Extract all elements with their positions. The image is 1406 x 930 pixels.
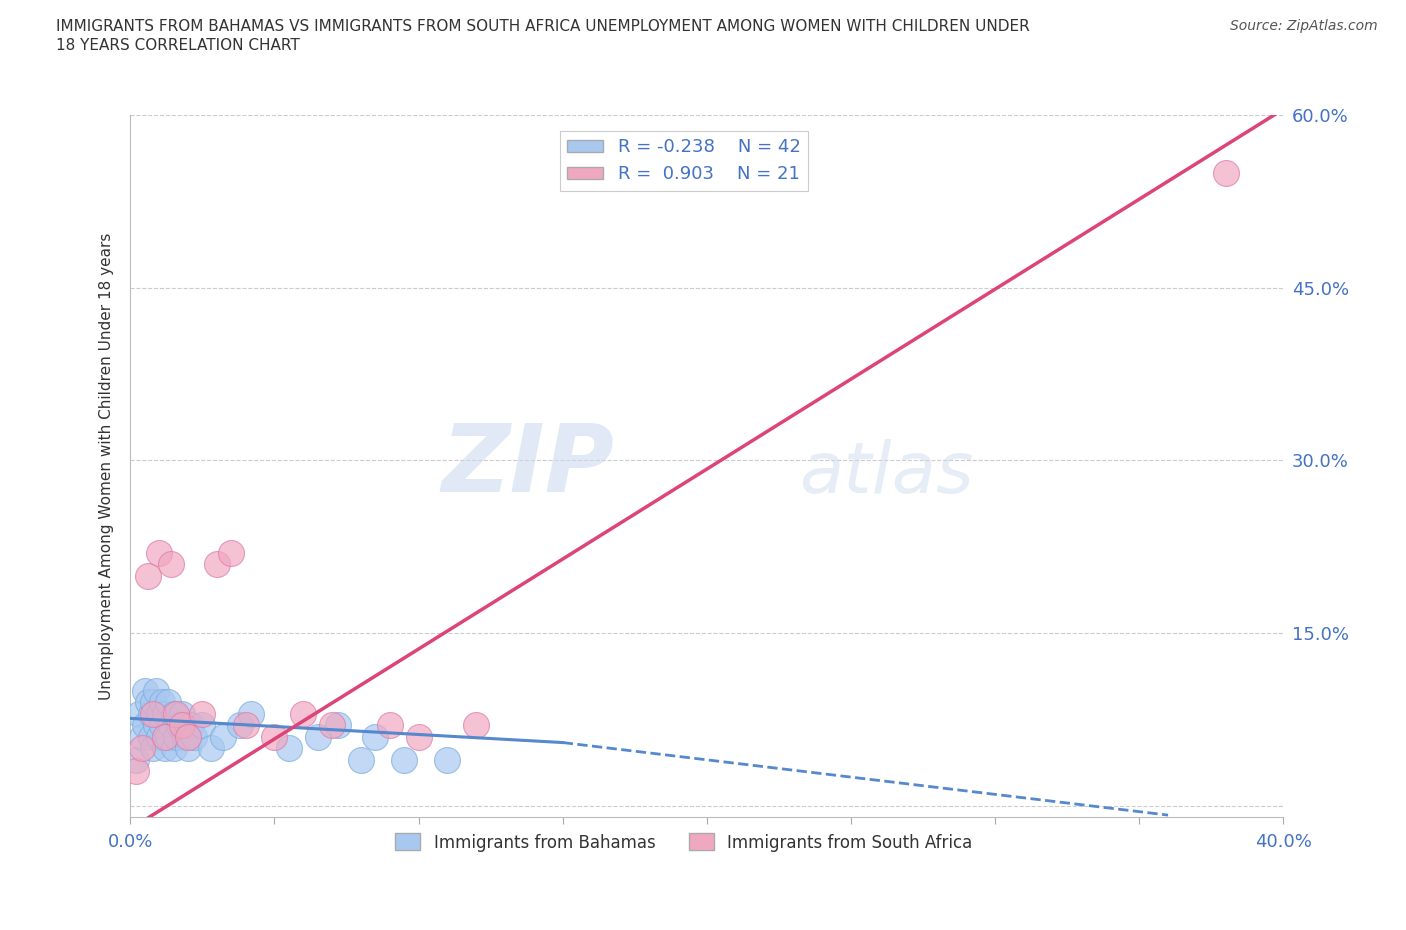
Point [378, 718, 401, 733]
Point [292, 706, 315, 721]
Point [350, 752, 373, 767]
Point [162, 741, 184, 756]
Point [159, 718, 181, 733]
Point [156, 695, 179, 710]
Point [364, 729, 387, 744]
Point [148, 729, 170, 744]
Point [139, 706, 162, 721]
Point [219, 545, 242, 560]
Point [159, 557, 181, 572]
Point [162, 706, 184, 721]
Point [125, 752, 148, 767]
Point [277, 741, 299, 756]
Point [180, 718, 202, 733]
Point [321, 718, 343, 733]
Point [408, 729, 430, 744]
Point [200, 741, 222, 756]
Point [153, 741, 176, 756]
Point [125, 764, 148, 778]
Text: IMMIGRANTS FROM BAHAMAS VS IMMIGRANTS FROM SOUTH AFRICA UNEMPLOYMENT AMONG WOMEN: IMMIGRANTS FROM BAHAMAS VS IMMIGRANTS FR… [56, 19, 1031, 53]
Point [153, 706, 176, 721]
Point [211, 729, 233, 744]
Legend: Immigrants from Bahamas, Immigrants from South Africa: Immigrants from Bahamas, Immigrants from… [388, 827, 979, 858]
Point [392, 752, 415, 767]
Point [1215, 166, 1237, 180]
Point [229, 718, 252, 733]
Point [191, 706, 214, 721]
Point [235, 718, 257, 733]
Point [169, 718, 191, 733]
Point [136, 695, 159, 710]
Point [166, 706, 188, 721]
Point [131, 741, 153, 756]
Point [436, 752, 458, 767]
Point [142, 741, 165, 756]
Y-axis label: Unemployment Among Women with Children Under 18 years: Unemployment Among Women with Children U… [100, 232, 114, 700]
Point [326, 718, 349, 733]
Point [465, 718, 488, 733]
Point [191, 718, 214, 733]
Point [131, 729, 153, 744]
Text: atlas: atlas [799, 439, 974, 508]
Point [150, 718, 173, 733]
Point [183, 729, 205, 744]
Point [148, 706, 170, 721]
Point [145, 684, 167, 698]
Point [134, 718, 156, 733]
Point [153, 729, 176, 744]
Point [240, 706, 263, 721]
Point [156, 729, 179, 744]
Point [139, 729, 162, 744]
Point [205, 557, 228, 572]
Text: Source: ZipAtlas.com: Source: ZipAtlas.com [1230, 19, 1378, 33]
Point [142, 706, 165, 721]
Point [263, 729, 285, 744]
Point [136, 568, 159, 583]
Point [177, 729, 200, 744]
Point [174, 729, 197, 744]
Point [145, 718, 167, 733]
Point [172, 718, 194, 733]
Point [128, 706, 150, 721]
Point [166, 729, 188, 744]
Point [134, 684, 156, 698]
Point [142, 695, 165, 710]
Text: ZIP: ZIP [441, 420, 614, 512]
Point [177, 741, 200, 756]
Point [150, 695, 173, 710]
Point [172, 706, 194, 721]
Point [307, 729, 329, 744]
Point [148, 545, 170, 560]
